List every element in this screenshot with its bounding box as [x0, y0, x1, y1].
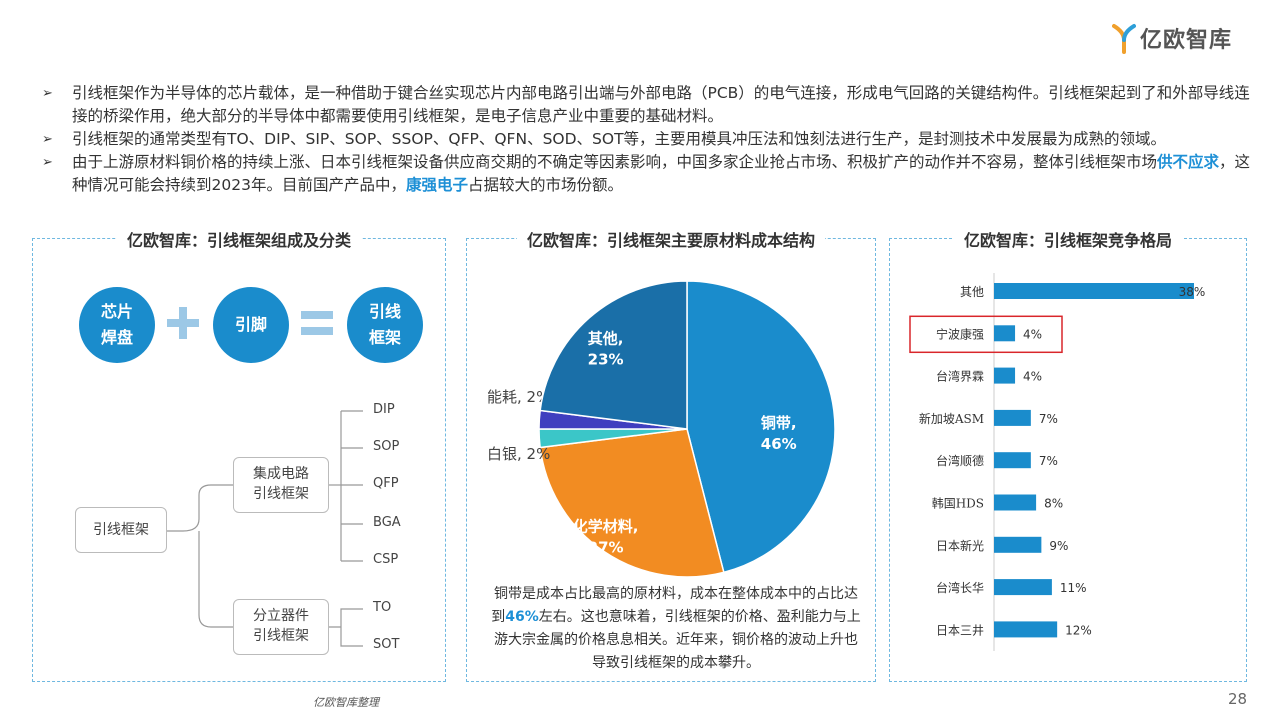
formula-lead-frame: 引线 框架: [347, 287, 423, 363]
bar-category-label: 台湾顺德: [936, 453, 984, 468]
highlight-box: [909, 315, 1063, 354]
bullet-item: ➢ 由于上游原材料铜价格的持续上涨、日本引线框架设备供应商交期的不确定等因素影响，…: [40, 151, 1260, 197]
pie-slice-label: 其他,: [588, 330, 624, 348]
bar-category-label: 韩国HDS: [932, 496, 984, 511]
bar-category-label: 其他: [960, 285, 984, 299]
bar: [994, 452, 1031, 469]
bullet-arrow-icon: ➢: [42, 86, 53, 101]
pie-slice: [539, 280, 688, 430]
bullet-text: 由于上游原材料铜价格的持续上涨、日本引线框架设备供应商交期的不确定等因素影响，中…: [72, 153, 1251, 194]
tree-leaf: BGA: [373, 515, 401, 530]
bar-category-label: 日本新光: [936, 538, 984, 553]
tree-leaf: CSP: [373, 552, 399, 567]
source-note: 亿欧智库整理: [313, 696, 379, 709]
tree-root: 引线框架: [75, 507, 167, 553]
bar-category-label: 新加坡ASM: [919, 411, 984, 426]
bullet-item: ➢ 引线框架的通常类型有TO、DIP、SIP、SOP、SSOP、QFP、QFN、S…: [40, 128, 1260, 151]
cost-structure-note: 铜带是成本占比最高的原材料，成本在整体成本中的占比达到46%左右。这也意味着，引…: [491, 586, 861, 671]
pie-slice-label: 白银, 2%: [487, 445, 550, 463]
highlight-text: 46%: [505, 609, 539, 625]
intro-bullets: ➢ 引线框架作为半导体的芯片载体，是一种借助于键合丝实现芯片内部电路引出端与外部电…: [40, 82, 1260, 197]
tree-branch-discrete-label: 分立器件 引线框架: [253, 608, 309, 644]
brand-logo: 亿欧智库: [1112, 18, 1252, 58]
equals-icon: [301, 311, 333, 335]
bar-category-label: 日本三井: [936, 623, 984, 637]
bar-value-label: 4%: [1023, 327, 1042, 341]
pie-chart: 铜带, 46% 化学材料, 27% 白银, 2% 能耗, 2% 其他, 23%: [487, 280, 836, 578]
bar-value-label: 11%: [1060, 581, 1087, 595]
cost-structure-panel: 亿欧智库：引线框架主要原材料成本结构 铜带, 46% 化学材料, 27% 白银, 2% 能…: [466, 231, 876, 682]
tree-leaf: QFP: [373, 476, 399, 491]
formula-pin: 引脚: [213, 287, 289, 363]
plus-icon: [167, 307, 199, 339]
pie-slice-label: 铜带,: [761, 414, 797, 432]
tree-branch-discrete: 分立器件 引线框架: [233, 599, 329, 655]
competition-panel-title: 亿欧智库：引线框架竞争格局: [953, 231, 1182, 250]
bar-value-label: 7%: [1039, 412, 1058, 426]
bar-value-label: 38%: [1179, 285, 1206, 299]
pie-slice-value: 27%: [588, 539, 624, 557]
bar-value-label: 4%: [1023, 370, 1042, 384]
bullet-text: 引线框架作为半导体的芯片载体，是一种借助于键合丝实现芯片内部电路引出端与外部电路…: [72, 84, 1250, 125]
composition-panel: 亿欧智库：引线框架组成及分类 芯片 焊盘 引脚 引线 框架 引线框架 集成电路 引线框…: [32, 231, 446, 682]
highlight-text: 康强电子: [405, 176, 468, 194]
formula-chip-pad: 芯片 焊盘: [79, 287, 155, 363]
cost-structure-panel-title: 亿欧智库：引线框架主要原材料成本结构: [516, 231, 825, 250]
tree-leaf: SOP: [373, 439, 400, 454]
pie-slice: [539, 428, 725, 578]
bar-value-label: 9%: [1049, 539, 1068, 553]
bar-value-label: 8%: [1044, 497, 1063, 511]
tree-leaf: DIP: [373, 402, 395, 417]
bullet-arrow-icon: ➢: [42, 132, 53, 147]
pie-slice-label: 能耗, 2%: [487, 388, 550, 406]
bar-category-label: 台湾界霖: [936, 369, 984, 384]
bar: [994, 283, 1194, 299]
pie-slice-value: 23%: [588, 351, 624, 369]
bar: [994, 494, 1037, 511]
formula-pin-label: 引脚: [234, 315, 267, 334]
bullet-item: ➢ 引线框架作为半导体的芯片载体，是一种借助于键合丝实现芯片内部电路引出端与外部电…: [40, 82, 1260, 128]
page-number: 28: [1228, 690, 1248, 708]
competition-panel: 亿欧智库：引线框架竞争格局 其他 38% 宁波康强 4% 台湾界霖 4% 新加坡ASM 7% 台…: [889, 231, 1247, 682]
logo-mark-icon: [1112, 24, 1136, 54]
bar: [994, 325, 1016, 342]
bar-value-label: 7%: [1039, 454, 1058, 468]
bar: [994, 367, 1016, 384]
tree-branch-ic: 集成电路 引线框架: [233, 457, 329, 513]
bar-value-label: 12%: [1065, 623, 1092, 637]
formula-result-label: 引线 框架: [368, 302, 401, 347]
bar-category-label: 台湾长华: [936, 580, 984, 595]
bullet-text: 引线框架的通常类型有TO、DIP、SIP、SOP、SSOP、QFP、QFN、SO…: [72, 130, 1167, 148]
tree-connectors: [167, 410, 363, 647]
tree-branch-ic-label: 集成电路 引线框架: [253, 466, 309, 502]
formula-chip-pad-label: 芯片 焊盘: [100, 302, 133, 347]
tree-leaf: SOT: [373, 637, 400, 652]
pie-slice-label: 化学材料,: [573, 518, 639, 536]
pie-slice: [686, 280, 836, 574]
bar-chart: 其他 38% 宁波康强 4% 台湾界霖 4% 新加坡ASM 7% 台湾顺德 7% 韩国HDS 8% 日本…: [909, 273, 1206, 651]
bar: [994, 409, 1031, 426]
composition-panel-title: 亿欧智库：引线框架组成及分类: [116, 231, 361, 250]
pie-slice-value: 46%: [761, 435, 797, 453]
tree-leaf: TO: [373, 600, 392, 615]
bullet-arrow-icon: ➢: [42, 155, 53, 170]
bar-category-label: 宁波康强: [936, 326, 984, 341]
bar: [994, 536, 1042, 553]
highlight-text: 供不应求: [1157, 153, 1220, 171]
tree-root-label: 引线框架: [93, 522, 149, 538]
logo-text: 亿欧智库: [1140, 28, 1233, 53]
bar: [994, 579, 1052, 596]
bar: [994, 621, 1058, 638]
